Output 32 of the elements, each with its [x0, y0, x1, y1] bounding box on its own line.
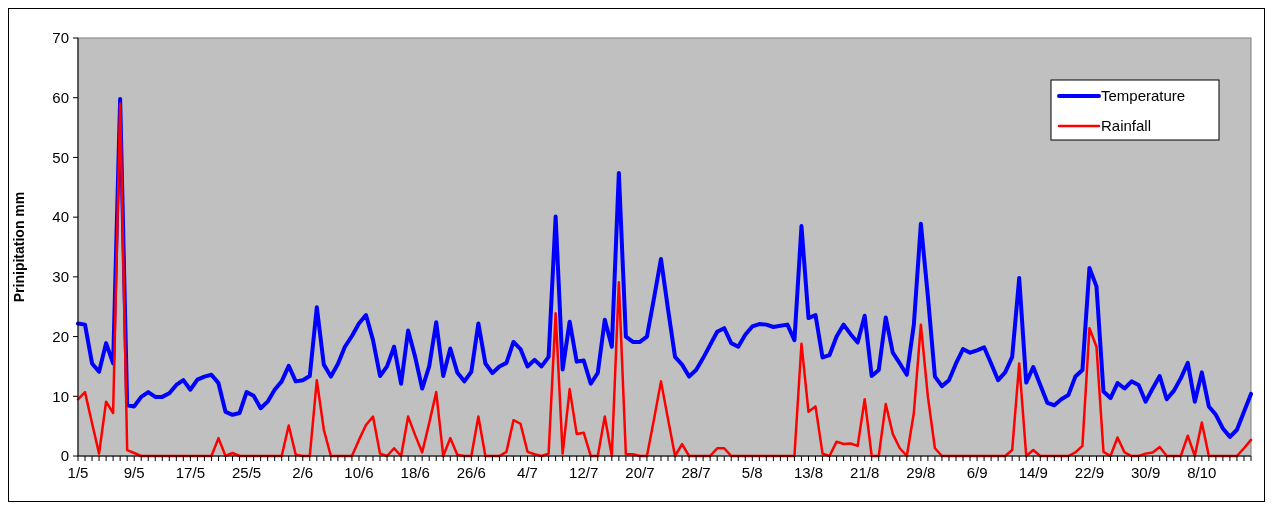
- x-tick-label: 9/5: [123, 464, 145, 481]
- x-tick-label: 22/9: [1074, 464, 1105, 481]
- x-tick-label: 5/8: [741, 464, 763, 481]
- x-tick-label: 29/8: [906, 464, 936, 481]
- x-tick-label: 6/9: [966, 464, 988, 481]
- y-tick-label: 70: [52, 29, 69, 47]
- x-tick-label: 14/9: [1018, 464, 1048, 481]
- x-tick-label: 8/10: [1187, 464, 1217, 481]
- x-tick-label: 4/7: [517, 464, 538, 481]
- x-tick-label: 13/8: [793, 464, 824, 481]
- x-tick-label: 17/5: [175, 464, 205, 481]
- x-tick-label: 2/6: [292, 464, 314, 481]
- y-tick-label: 60: [52, 88, 69, 106]
- x-tick-label: 28/7: [681, 464, 711, 481]
- x-tick-label: 12/7: [569, 464, 599, 481]
- y-tick-label: 0: [60, 447, 69, 465]
- y-tick-label: 20: [52, 327, 69, 345]
- y-tick-label: 50: [52, 148, 69, 166]
- x-tick-label: 30/9: [1131, 464, 1161, 481]
- y-tick-label: 30: [52, 268, 69, 286]
- x-tick-label: 26/6: [456, 464, 486, 481]
- y-tick-label: 10: [52, 387, 69, 405]
- x-tick-label: 25/5: [231, 464, 262, 481]
- x-tick-label: 20/7: [625, 464, 655, 481]
- y-axis-title: Prinipitation mm: [11, 191, 27, 303]
- x-tick-label: 10/6: [344, 464, 374, 481]
- x-tick-label: 18/6: [400, 464, 430, 481]
- x-tick-label: 21/8: [850, 464, 880, 481]
- legend-label: Temperature: [1101, 87, 1186, 105]
- x-tick-label: 1/5: [67, 464, 89, 481]
- y-tick-label: 40: [52, 208, 69, 226]
- legend-label: Rainfall: [1101, 117, 1152, 135]
